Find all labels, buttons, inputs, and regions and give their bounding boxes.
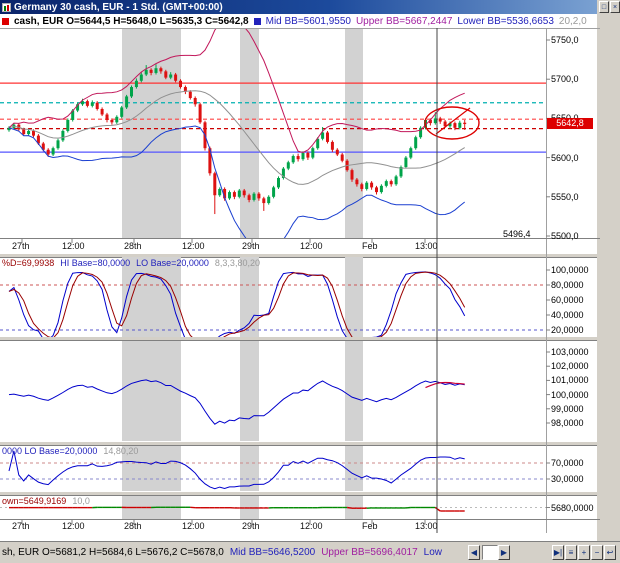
ohlc-info-bar: cash, EUR O=5644,5 H=5648,0 L=5635,3 C=5…	[0, 14, 597, 28]
time-label: Feb	[362, 241, 378, 251]
scrollbar-track[interactable]	[482, 545, 498, 560]
rsi-panel-region[interactable]	[0, 446, 597, 491]
window-title: Germany 30 cash, EUR - 1 Std. (GMT+00:00…	[14, 1, 223, 13]
time-label: 12:00	[182, 521, 205, 531]
upper-bb-value: Upper BB=5667,2447	[355, 15, 453, 27]
status-mid-bb: Mid BB=5646,5200	[229, 547, 316, 558]
scroll-right-button[interactable]: ▶	[498, 545, 510, 560]
time-label: 27th	[12, 521, 30, 531]
main-chart-region[interactable]	[0, 28, 597, 238]
mid-bb-value: Mid BB=5601,9550	[265, 15, 351, 27]
time-label: 29th	[242, 241, 260, 251]
time-label: 28th	[124, 241, 142, 251]
scroll-left-button[interactable]: ◀	[468, 545, 480, 560]
time-label: 12:00	[182, 241, 205, 251]
symbol-ohlc-text: cash, EUR O=5644,5 H=5648,0 L=5635,3 C=5…	[14, 15, 249, 27]
right-side-panel	[597, 0, 620, 563]
stochastic-panel-region[interactable]	[0, 258, 597, 336]
current-price-badge: 5642,8	[547, 118, 593, 130]
time-label: 29th	[242, 521, 260, 531]
time-label: 12:00	[62, 521, 85, 531]
status-lower-bb: Low	[423, 547, 443, 558]
zoom-out-button[interactable]: −	[591, 545, 603, 560]
panel-splitter[interactable]	[0, 336, 597, 341]
lower-bb-value: Lower BB=5536,6653	[457, 15, 554, 27]
time-label: 28th	[124, 521, 142, 531]
time-label: 27th	[12, 241, 30, 251]
time-label: 12:00	[300, 241, 323, 251]
panel-splitter[interactable]	[0, 441, 597, 446]
midbb-color-swatch	[253, 17, 261, 25]
time-label: 12:00	[300, 521, 323, 531]
go-to-end-button[interactable]: ▶|	[552, 545, 564, 560]
trail-panel-region[interactable]	[0, 496, 597, 519]
undo-button[interactable]: ↩	[604, 545, 616, 560]
chart-icon	[2, 2, 11, 12]
title-bar[interactable]: Germany 30 cash, EUR - 1 Std. (GMT+00:00…	[0, 0, 597, 14]
panel-splitter[interactable]	[0, 491, 597, 496]
maximize-button[interactable]: □	[599, 1, 609, 13]
zoom-in-button[interactable]: +	[578, 545, 590, 560]
status-ohlc-text: sh, EUR O=5681,2 H=5684,6 L=5676,2 C=567…	[2, 547, 442, 558]
time-label: 13:00	[415, 521, 438, 531]
status-symbol-ohlc: sh, EUR O=5681,2 H=5684,6 L=5676,2 C=567…	[2, 547, 224, 558]
ratio-panel-region[interactable]	[0, 341, 597, 441]
close-button[interactable]: ×	[610, 1, 620, 13]
time-label: 13:00	[415, 241, 438, 251]
bb-params: 20,2,0	[558, 15, 587, 27]
time-label: 12:00	[62, 241, 85, 251]
status-bar: sh, EUR O=5681,2 H=5684,6 L=5676,2 C=567…	[0, 541, 620, 563]
time-label: Feb	[362, 521, 378, 531]
status-upper-bb: Upper BB=5696,4017	[321, 547, 418, 558]
series-color-swatch	[2, 17, 9, 25]
panel-splitter[interactable]	[0, 253, 597, 258]
chart-menu-button[interactable]: ≡	[565, 545, 577, 560]
